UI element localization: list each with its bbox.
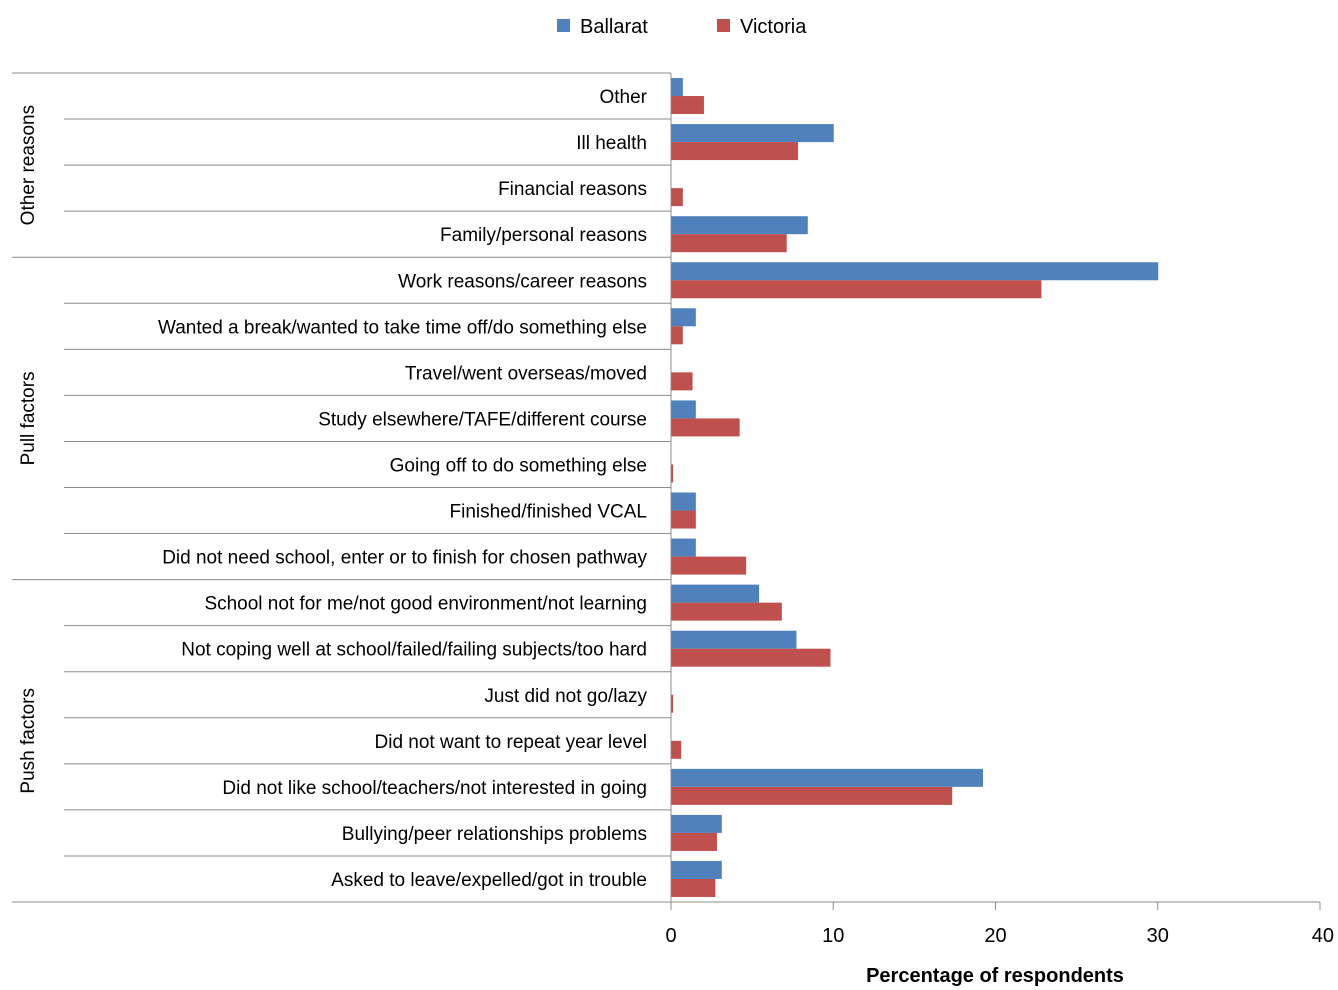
x-tick-label: 0: [665, 925, 676, 947]
category-label: School not for me/not good environment/n…: [204, 594, 647, 615]
legend-label-victoria: Victoria: [740, 16, 807, 38]
bar-victoria: [671, 188, 683, 207]
bar-ballarat: [671, 768, 984, 787]
category-label: Did not need school, enter or to finish …: [162, 548, 647, 569]
group-label-push-factors: Push factors: [18, 688, 39, 794]
x-axis-title: Percentage of respondents: [866, 965, 1124, 987]
bar-victoria: [671, 464, 674, 483]
bar-ballarat: [671, 262, 1159, 281]
bar-victoria: [671, 142, 799, 161]
category-label: Not coping well at school/failed/failing…: [181, 640, 647, 661]
category-label: Study elsewhere/TAFE/different course: [318, 409, 647, 430]
bar-victoria: [671, 694, 674, 713]
legend-swatch-ballarat: [557, 19, 570, 32]
legend-label-ballarat: Ballarat: [580, 16, 648, 38]
bar-victoria: [671, 602, 782, 621]
legend: Ballarat Victoria: [557, 16, 807, 38]
bar-victoria: [671, 418, 740, 437]
bar-victoria: [671, 96, 704, 115]
bar-ballarat: [671, 400, 696, 419]
bar-ballarat: [671, 124, 834, 143]
bar-ballarat: [671, 492, 696, 511]
category-label: Travel/went overseas/moved: [405, 363, 647, 384]
x-tick-label: 20: [984, 925, 1006, 947]
bar-victoria: [671, 878, 716, 897]
category-label: Just did not go/lazy: [484, 686, 647, 707]
category-labels: Other Ill health Financial reasons Family/p…: [158, 87, 648, 891]
axis-frame: [12, 72, 1320, 903]
bar-ballarat: [671, 584, 760, 603]
x-tick-label: 40: [1312, 925, 1334, 947]
bar-ballarat: [671, 630, 797, 649]
x-tick-label: 10: [822, 925, 844, 947]
bar-victoria: [671, 832, 717, 851]
x-axis-ticks: 0 10 20 30 40: [665, 902, 1334, 947]
category-label: Other: [599, 87, 647, 108]
category-label: Asked to leave/expelled/got in trouble: [331, 870, 647, 891]
bar-ballarat: [671, 216, 808, 235]
bar-victoria: [671, 556, 747, 575]
bar-victoria: [671, 326, 683, 345]
bar-victoria: [671, 234, 787, 253]
bar-victoria: [671, 740, 682, 759]
category-label: Bullying/peer relationships problems: [342, 824, 647, 845]
category-label: Financial reasons: [498, 179, 647, 200]
bar-victoria: [671, 510, 696, 529]
legend-swatch-victoria: [717, 19, 730, 32]
group-label-other-reasons: Other reasons: [18, 105, 39, 225]
bar-ballarat: [671, 78, 683, 97]
bars: [671, 78, 1159, 897]
category-label: Work reasons/career reasons: [398, 271, 647, 292]
category-label: Did not want to repeat year level: [375, 732, 648, 753]
category-label: Family/personal reasons: [440, 225, 647, 246]
bar-victoria: [671, 648, 831, 667]
bar-ballarat: [671, 308, 696, 327]
bar-ballarat: [671, 538, 696, 557]
category-label: Finished/finished VCAL: [450, 502, 648, 523]
category-label: Did not like school/teachers/not interes…: [222, 778, 647, 799]
bar-ballarat: [671, 860, 722, 879]
category-label: Ill health: [576, 133, 647, 154]
category-label: Going off to do something else: [390, 455, 647, 476]
bar-victoria: [671, 280, 1042, 299]
bar-victoria: [671, 786, 953, 805]
bar-ballarat: [671, 814, 722, 833]
group-labels: Other reasons Pull factors Push factors: [18, 105, 39, 794]
category-label: Wanted a break/wanted to take time off/d…: [158, 317, 647, 338]
x-tick-label: 30: [1147, 925, 1169, 947]
bar-victoria: [671, 372, 693, 391]
group-label-pull-factors: Pull factors: [18, 371, 39, 465]
